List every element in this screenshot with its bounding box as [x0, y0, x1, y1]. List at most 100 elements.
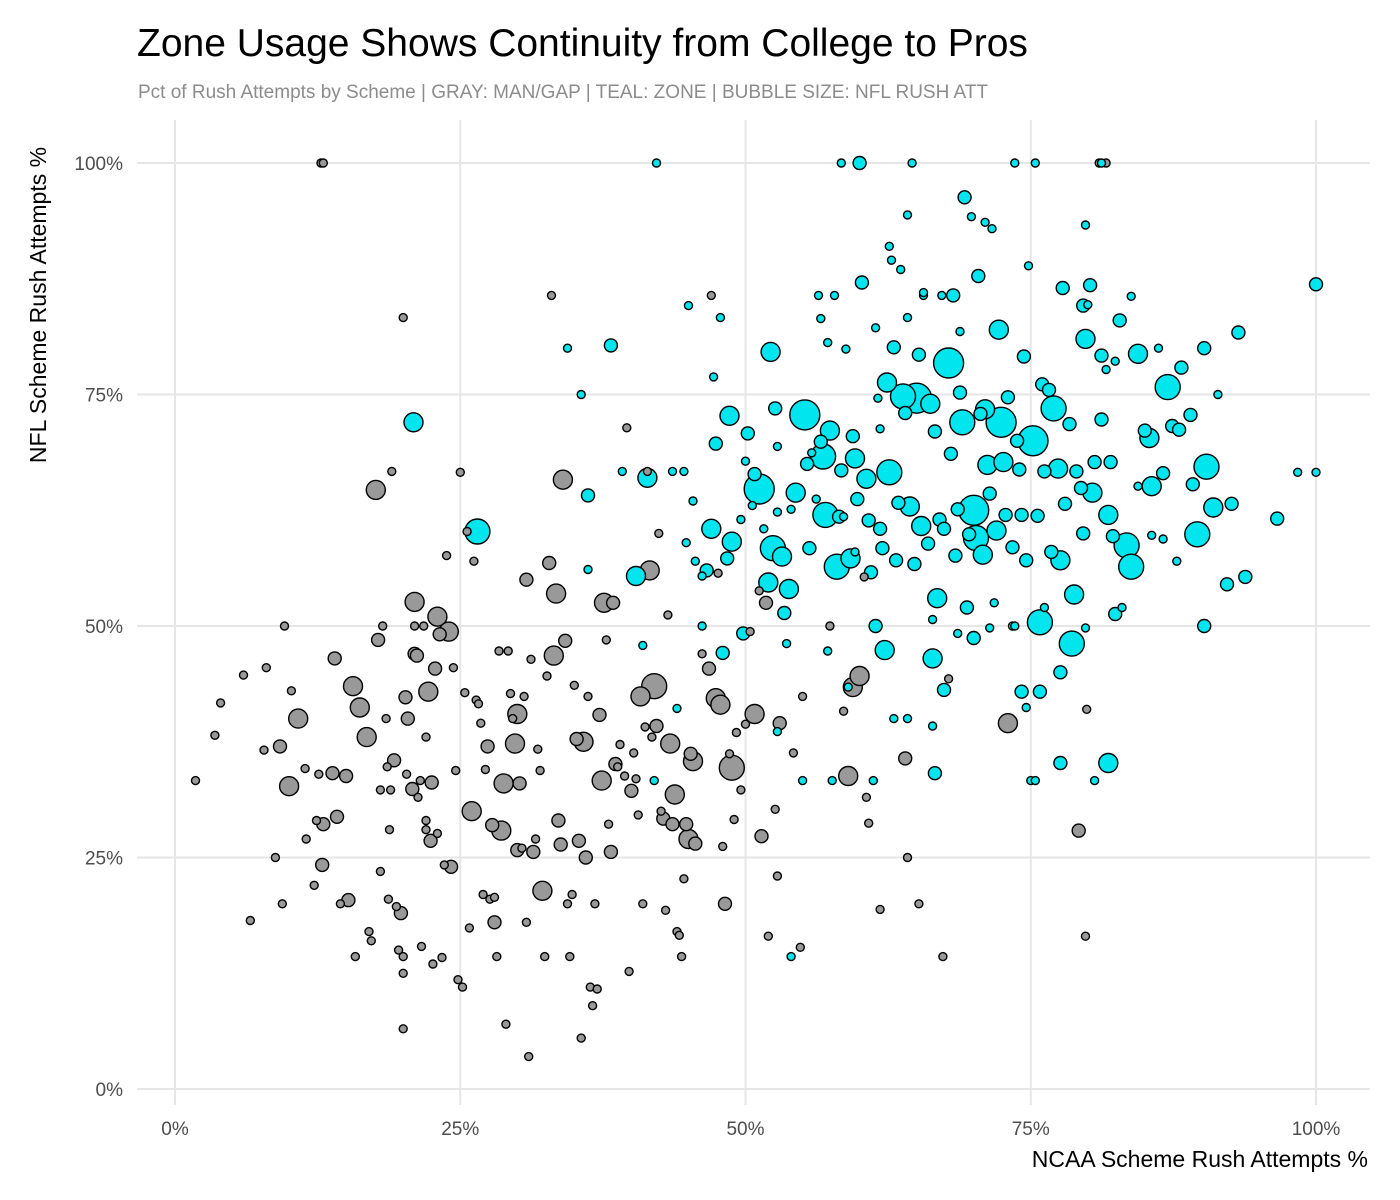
zone-point [1213, 389, 1223, 400]
zone-point [1053, 665, 1068, 680]
man-gap-point [640, 722, 650, 732]
zone-point [1014, 684, 1029, 699]
man-gap-point [387, 466, 397, 477]
man-gap-point [629, 748, 639, 758]
man-gap-point [545, 583, 567, 604]
zone-point [819, 420, 841, 441]
man-gap-point [740, 719, 751, 729]
zone-point [876, 459, 903, 486]
zone-point [1137, 423, 1153, 438]
man-gap-point [261, 663, 271, 673]
man-gap-point [683, 746, 698, 761]
man-gap-point [356, 726, 377, 748]
zone-point [1018, 553, 1034, 568]
zone-point [1231, 325, 1246, 340]
man-gap-point [487, 915, 502, 930]
man-gap-point [462, 526, 472, 537]
zone-point [758, 572, 779, 593]
man-gap-point [592, 707, 607, 723]
zone-point [927, 721, 938, 731]
zone-point [1083, 300, 1093, 310]
zone-point [884, 241, 894, 252]
zone-point [1089, 775, 1100, 786]
man-gap-point [405, 781, 420, 797]
man-gap-point [460, 688, 470, 698]
zone-point [759, 524, 769, 534]
man-gap-point [770, 804, 780, 814]
man-gap-point [861, 792, 872, 802]
man-gap-point [508, 713, 518, 724]
zone-point [1044, 544, 1059, 560]
zone-point [1073, 480, 1089, 496]
zone-point [740, 426, 755, 441]
man-gap-point [427, 661, 443, 676]
man-gap-point [421, 732, 431, 742]
zone-point [950, 502, 965, 517]
zone-point [1308, 277, 1324, 292]
man-gap-point [423, 833, 438, 848]
man-gap-point [526, 844, 541, 860]
man-gap-point [457, 982, 468, 992]
man-gap-point [567, 889, 577, 900]
zone-point [993, 451, 1014, 473]
man-gap-point [451, 765, 461, 776]
man-gap-point [713, 568, 723, 578]
man-gap-point [215, 698, 226, 708]
zone-point [907, 556, 922, 572]
zone-point [651, 158, 662, 168]
man-gap-point [938, 951, 948, 962]
man-gap-point [245, 915, 256, 926]
zone-point [952, 385, 968, 400]
zone-point [896, 264, 906, 275]
zone-point [1009, 433, 1025, 448]
man-gap-point [329, 809, 345, 824]
zone-point [667, 466, 678, 477]
zone-point [747, 466, 762, 482]
zone-point [1055, 280, 1070, 296]
zone-point [772, 441, 783, 452]
zone-point [920, 393, 941, 414]
zone-point [1196, 618, 1212, 634]
zone-point [1219, 577, 1235, 592]
man-gap-point [679, 874, 689, 884]
zone-point [1203, 497, 1224, 518]
zone-point [1010, 621, 1020, 631]
zone-point [988, 319, 1009, 340]
zone-point [1101, 364, 1111, 375]
zone-point [985, 623, 995, 633]
zone-point [889, 713, 899, 724]
man-gap-point [489, 892, 500, 902]
man-gap-point [385, 785, 396, 795]
zone-point [1047, 458, 1069, 479]
man-gap-point [424, 775, 439, 790]
zone-point [854, 275, 870, 290]
man-gap-point [578, 850, 593, 865]
zone-point [959, 600, 975, 615]
man-gap-point [601, 635, 611, 645]
zone-point [1023, 261, 1034, 271]
zone-point [902, 312, 913, 323]
man-gap-point [311, 815, 322, 826]
man-gap-point [613, 762, 623, 772]
y-tick-label: 50% [85, 617, 123, 638]
zone-point [1141, 476, 1162, 497]
zone-point [918, 287, 929, 298]
zone-point [943, 446, 959, 461]
man-gap-point [583, 691, 593, 702]
zone-point [1224, 496, 1239, 511]
zone-point [876, 372, 898, 393]
man-gap-point [542, 555, 557, 571]
man-gap-point [419, 621, 429, 631]
zone-point [1311, 467, 1321, 477]
zone-point [937, 290, 947, 301]
zone-point [768, 401, 783, 416]
zone-point [927, 766, 943, 781]
man-gap-point [393, 945, 404, 955]
x-tick-label: 50% [726, 1119, 764, 1140]
man-gap-point [386, 753, 402, 768]
man-gap-point [718, 841, 728, 852]
zone-point [681, 538, 691, 548]
y-axis-title: NFL Scheme Rush Attempts % [25, 147, 51, 463]
zone-point [1154, 373, 1181, 401]
zone-point [740, 456, 751, 466]
